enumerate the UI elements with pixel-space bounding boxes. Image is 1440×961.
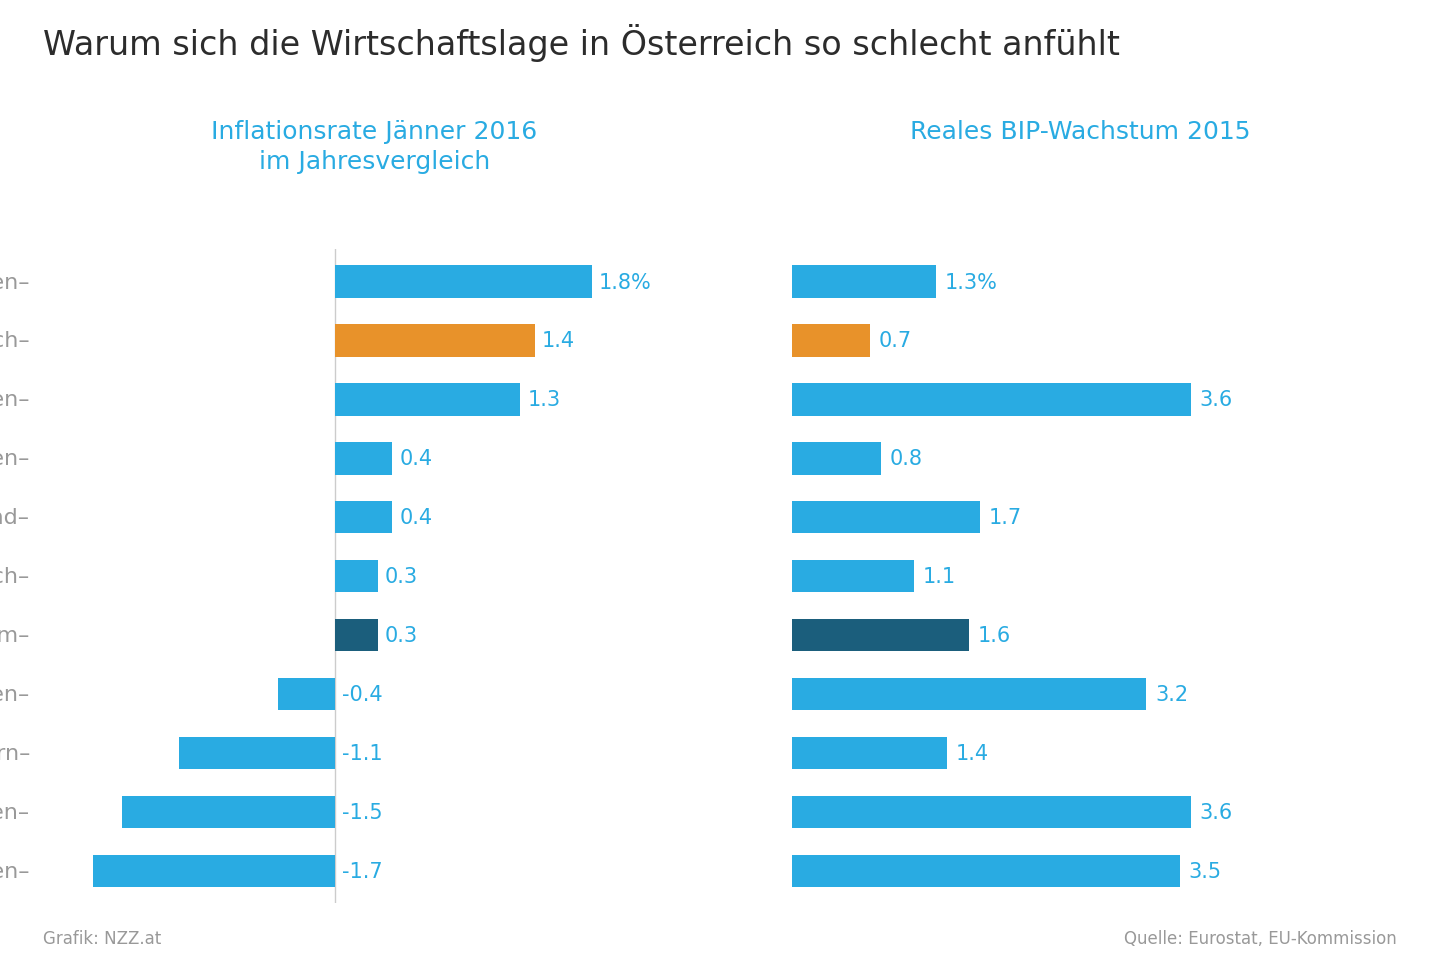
Bar xyxy=(792,383,1191,416)
Bar xyxy=(792,502,981,534)
Text: Polen–: Polen– xyxy=(0,861,30,881)
Text: 1.6: 1.6 xyxy=(978,626,1011,646)
Text: Italien–: Italien– xyxy=(0,449,30,469)
Text: 3.6: 3.6 xyxy=(1200,390,1233,410)
Bar xyxy=(792,443,881,475)
Bar xyxy=(336,383,520,416)
Text: Zypern–: Zypern– xyxy=(0,743,30,763)
Text: 3.5: 3.5 xyxy=(1188,861,1221,881)
Text: Frankreich–: Frankreich– xyxy=(0,567,30,586)
Text: -1.7: -1.7 xyxy=(343,861,383,881)
Bar xyxy=(792,266,936,299)
Text: 1.4: 1.4 xyxy=(956,743,989,763)
Text: Quelle: Eurostat, EU-Kommission: Quelle: Eurostat, EU-Kommission xyxy=(1125,928,1397,947)
Text: 3.2: 3.2 xyxy=(1155,684,1188,704)
Text: 0.4: 0.4 xyxy=(399,449,432,469)
Text: 0.8: 0.8 xyxy=(890,449,923,469)
Bar xyxy=(792,678,1146,710)
Text: Schweden–: Schweden– xyxy=(0,390,30,410)
Text: 0.3: 0.3 xyxy=(384,567,418,586)
Bar xyxy=(336,560,377,593)
Text: 0.4: 0.4 xyxy=(399,507,432,528)
Bar xyxy=(792,854,1179,887)
Bar xyxy=(792,560,914,593)
Text: 1.4: 1.4 xyxy=(541,332,575,351)
Text: 1.8%: 1.8% xyxy=(599,272,651,292)
Text: Österreich–: Österreich– xyxy=(0,332,30,351)
Text: Grafik: NZZ.at: Grafik: NZZ.at xyxy=(43,928,161,947)
Text: Inflationsrate Jänner 2016
im Jahresvergleich: Inflationsrate Jänner 2016 im Jahresverg… xyxy=(212,120,537,174)
Text: Rumänien–: Rumänien– xyxy=(0,802,30,822)
Text: Warum sich die Wirtschaftslage in Österreich so schlecht anfühlt: Warum sich die Wirtschaftslage in Österr… xyxy=(43,24,1120,62)
Bar xyxy=(792,737,948,770)
Bar xyxy=(179,737,336,770)
Bar xyxy=(336,443,392,475)
Text: 0.7: 0.7 xyxy=(878,332,912,351)
Bar xyxy=(792,325,870,357)
Text: -1.5: -1.5 xyxy=(343,802,383,822)
Text: 1.1: 1.1 xyxy=(923,567,956,586)
Bar xyxy=(94,854,336,887)
Text: -1.1: -1.1 xyxy=(343,743,383,763)
Bar xyxy=(121,796,336,828)
Text: 0.3: 0.3 xyxy=(384,626,418,646)
Bar xyxy=(336,502,392,534)
Text: 1.3%: 1.3% xyxy=(945,272,998,292)
Text: 1.7: 1.7 xyxy=(989,507,1022,528)
Bar xyxy=(336,266,592,299)
Text: Spanien–: Spanien– xyxy=(0,684,30,704)
Bar xyxy=(278,678,336,710)
Text: Deutschland–: Deutschland– xyxy=(0,507,30,528)
Bar xyxy=(792,796,1191,828)
Text: Belgien–: Belgien– xyxy=(0,272,30,292)
Text: 3.6: 3.6 xyxy=(1200,802,1233,822)
Bar xyxy=(336,619,377,652)
Bar xyxy=(336,325,534,357)
Bar xyxy=(792,619,969,652)
Text: Reales BIP-Wachstum 2015: Reales BIP-Wachstum 2015 xyxy=(910,120,1250,144)
Text: Euroraum–: Euroraum– xyxy=(0,626,30,646)
Text: -0.4: -0.4 xyxy=(343,684,383,704)
Text: 1.3: 1.3 xyxy=(527,390,560,410)
